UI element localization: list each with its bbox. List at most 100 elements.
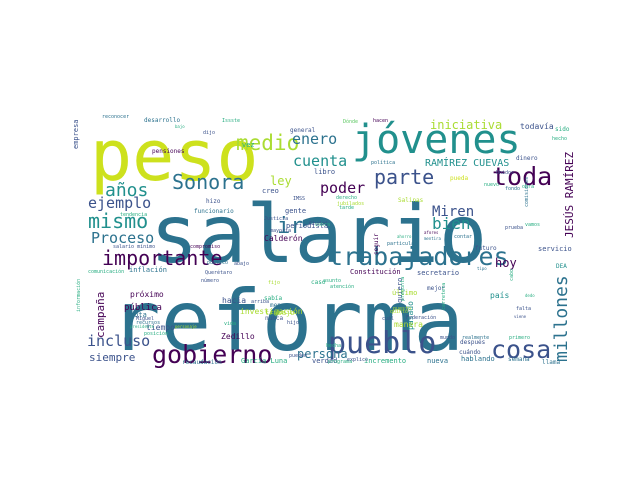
cloud-word: prueba xyxy=(505,225,523,231)
cloud-word: ejemplo xyxy=(88,194,151,212)
cloud-word: abajo xyxy=(234,261,249,267)
cloud-word: puesto xyxy=(393,306,411,312)
cloud-word: siempre xyxy=(89,351,135,364)
cloud-word: inflación xyxy=(129,266,167,274)
cloud-word: pueden xyxy=(289,353,307,359)
cloud-word: primero xyxy=(509,335,530,341)
cloud-word: quiero xyxy=(396,278,404,303)
cloud-word: arriba xyxy=(251,299,269,305)
cloud-word: gente xyxy=(285,207,306,215)
cloud-word: periodista xyxy=(286,222,328,230)
cloud-word: años xyxy=(105,180,148,201)
cloud-word: incremento xyxy=(364,357,406,365)
cloud-word: reforma xyxy=(110,272,464,370)
cloud-word: investigación xyxy=(240,306,303,316)
cloud-word: secretario xyxy=(417,269,459,277)
cloud-word: Proceso xyxy=(91,229,154,247)
cloud-word: obra xyxy=(522,184,534,190)
cloud-word: recursos xyxy=(136,320,160,326)
cloud-word: manera xyxy=(394,320,423,329)
cloud-word: tipo xyxy=(477,266,487,271)
cloud-word: Justicia xyxy=(264,216,288,222)
cloud-word: posición xyxy=(144,330,168,337)
cloud-word: personaje xyxy=(175,324,197,329)
cloud-word: cobra xyxy=(315,222,330,228)
cloud-word: mayoría xyxy=(270,227,291,234)
cloud-word: pensiones xyxy=(152,148,185,155)
cloud-word: Dónde xyxy=(343,118,358,125)
cloud-word: servicio xyxy=(538,245,572,253)
cloud-word: funcionario xyxy=(194,208,234,215)
cloud-word: salario xyxy=(150,188,487,281)
cloud-word: asunto xyxy=(323,278,341,284)
cloud-word: Miren xyxy=(432,204,474,220)
cloud-word: hacen xyxy=(373,118,388,124)
cloud-word: DEA xyxy=(556,263,567,270)
cloud-word: política xyxy=(371,159,395,166)
cloud-word: hecho xyxy=(552,136,567,142)
cloud-word: incluso xyxy=(87,332,150,350)
cloud-word: poder xyxy=(320,179,365,197)
cloud-word: hablando xyxy=(461,355,495,363)
cloud-word: quinto xyxy=(390,309,408,315)
cloud-word: semana xyxy=(508,356,530,363)
cloud-word: parte xyxy=(374,165,434,189)
cloud-word: llama xyxy=(542,359,560,366)
cloud-word: derecho xyxy=(336,195,357,201)
cloud-word: Issste xyxy=(222,118,240,124)
cloud-word: cuenta xyxy=(293,152,347,170)
cloud-word: cuál xyxy=(382,315,394,322)
cloud-word: público xyxy=(207,259,228,266)
cloud-word: ley xyxy=(270,174,292,188)
cloud-word: Unidos xyxy=(496,170,514,176)
cloud-word: compromiso xyxy=(190,244,220,250)
cloud-word: toda xyxy=(492,162,552,191)
cloud-word: próximo xyxy=(130,289,164,299)
cloud-word: mentira xyxy=(424,236,441,241)
cloud-word: comisiones xyxy=(524,177,530,207)
cloud-word: después xyxy=(460,339,486,346)
cloud-word: hacia xyxy=(222,296,246,305)
cloud-word: RAMÍREZ CUEVAS xyxy=(425,156,509,169)
cloud-word: desarrollo xyxy=(144,117,181,124)
cloud-word: ir xyxy=(277,214,304,239)
cloud-word: tarde xyxy=(339,205,354,211)
cloud-word: peso xyxy=(90,115,259,197)
cloud-word: realmente xyxy=(462,335,489,341)
cloud-word: vamos xyxy=(525,222,540,228)
cloud-word: fondo xyxy=(505,186,520,192)
cloud-word: hizo xyxy=(206,198,221,205)
cloud-word: todavía xyxy=(520,122,554,131)
cloud-word: comunicación xyxy=(88,268,124,275)
cloud-word: tiempo xyxy=(146,323,175,332)
cloud-word: empresa xyxy=(72,119,80,149)
cloud-word: país xyxy=(490,291,509,300)
cloud-word: pregunta xyxy=(400,277,406,301)
cloud-word: Querétaro xyxy=(205,269,232,276)
cloud-word: sido xyxy=(555,126,570,133)
cloud-word: JESÚS RAMÍREZ xyxy=(563,152,576,238)
cloud-word: Salinas xyxy=(398,197,424,204)
cloud-word: pueblo xyxy=(328,326,436,361)
cloud-word: último xyxy=(392,289,417,297)
cloud-word: sabía xyxy=(264,295,282,302)
cloud-word: creo xyxy=(262,187,279,195)
cloud-word: campaña xyxy=(94,292,107,338)
cloud-word: fijo xyxy=(268,280,280,286)
cloud-word: cosa xyxy=(491,335,551,364)
cloud-word: trabajadores xyxy=(328,242,509,271)
cloud-word: información xyxy=(75,279,82,312)
cloud-word: hijo xyxy=(287,320,299,326)
cloud-word: carretera xyxy=(441,283,447,310)
cloud-word: falta xyxy=(516,306,531,312)
cloud-word: nueva xyxy=(427,357,448,365)
cloud-word: programa xyxy=(328,359,352,365)
cloud-word: hecha xyxy=(326,343,341,349)
cloud-word: mundo xyxy=(440,335,455,341)
cloud-word: vida xyxy=(224,321,236,327)
cloud-word: afores xyxy=(424,230,439,235)
cloud-word: Miguel xyxy=(136,316,154,322)
cloud-word: pública xyxy=(124,303,162,313)
cloud-word: Zedillo xyxy=(221,332,255,341)
cloud-word: atención xyxy=(330,283,354,290)
